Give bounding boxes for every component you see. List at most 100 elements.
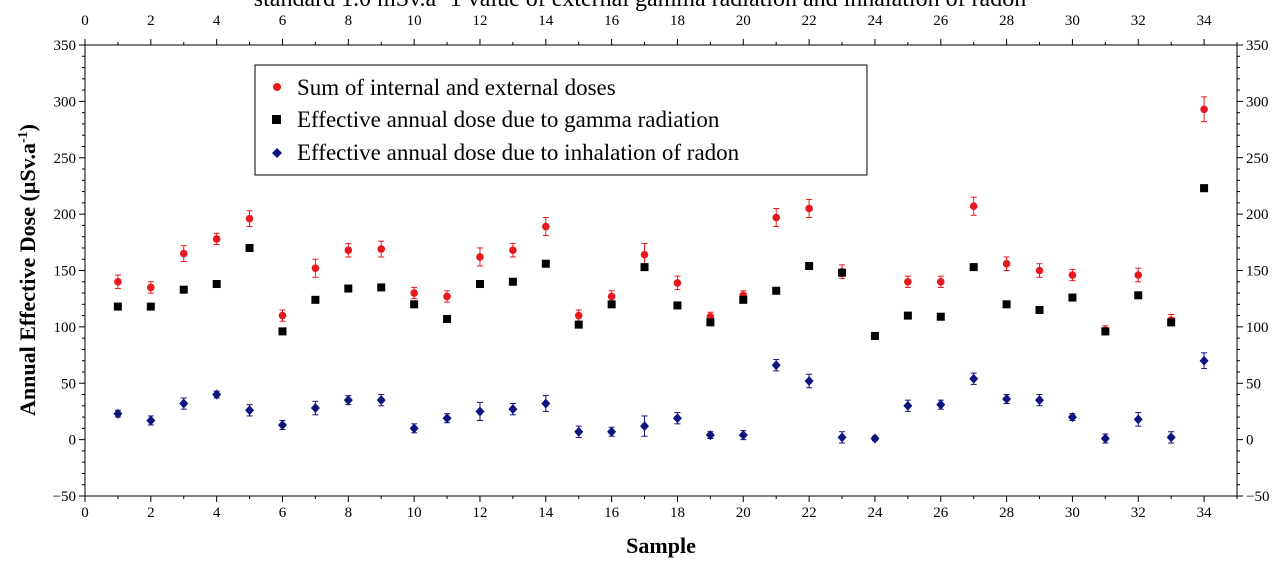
legend-box [254, 64, 868, 176]
data-point-sum [542, 222, 550, 231]
data-point-radon [113, 408, 123, 419]
data-point-gamma [805, 261, 814, 270]
data-point-radon [146, 415, 156, 426]
x-tick-label-bottom: 8 [345, 505, 353, 521]
x-tick-label-bottom: 10 [407, 505, 422, 521]
y-tick-label-left: 300 [54, 94, 77, 110]
data-point-sum [1134, 271, 1143, 279]
y-tick-label-left: 350 [54, 38, 77, 54]
y-tick-label-right: 300 [1246, 94, 1269, 110]
x-tick-label-top: 18 [670, 13, 685, 29]
data-point-gamma [508, 277, 517, 286]
x-tick-label-bottom: 6 [279, 505, 287, 521]
data-point-sum [1035, 266, 1044, 275]
data-point-radon [607, 426, 617, 437]
y-tick-label-left: 50 [61, 376, 76, 392]
data-point-sum [410, 289, 418, 297]
x-tick-label-top: 16 [604, 13, 620, 29]
data-point-gamma [607, 300, 616, 309]
data-point-sum [607, 292, 616, 301]
data-point-gamma [443, 314, 452, 323]
data-point-radon [640, 421, 650, 432]
x-tick-label-top: 32 [1131, 13, 1146, 29]
data-point-radon [1133, 414, 1143, 425]
data-point-gamma [377, 283, 386, 292]
data-point-gamma [936, 312, 945, 321]
data-point-sum [377, 245, 386, 253]
legend-marker-sum [273, 83, 281, 91]
data-point-radon [1002, 394, 1012, 405]
x-tick-label-bottom: 18 [670, 505, 685, 521]
data-point-gamma [311, 295, 320, 304]
x-tick-label-bottom: 32 [1131, 505, 1146, 521]
x-tick-label-top: 26 [933, 13, 949, 29]
x-tick-label-top: 2 [147, 13, 155, 29]
data-point-gamma [1134, 291, 1143, 300]
data-point-sum [936, 277, 945, 286]
data-point-gamma [179, 285, 188, 294]
y-axis-title-main: Annual Effective Dose (µSv.a [15, 143, 40, 416]
data-point-gamma [772, 286, 781, 295]
data-point-radon [903, 400, 913, 411]
x-tick-label-bottom: 34 [1197, 505, 1213, 521]
data-point-sum [969, 202, 978, 211]
y-tick-label-left: 250 [54, 151, 77, 167]
legend-label-gamma: Effective annual dose due to gamma radia… [297, 107, 720, 132]
x-tick-label-top: 0 [81, 13, 89, 29]
y-tick-label-right: 50 [1246, 376, 1261, 392]
x-tick-label-top: 28 [999, 13, 1014, 29]
data-point-radon [969, 373, 979, 384]
data-point-sum [1068, 271, 1077, 279]
data-point-sum [574, 311, 583, 320]
x-tick-label-top: 24 [867, 13, 883, 29]
data-point-radon [804, 375, 814, 386]
data-point-sum [509, 246, 517, 255]
x-tick-label-top: 22 [802, 13, 817, 29]
data-point-gamma [146, 302, 155, 311]
legend-marker-gamma [272, 115, 281, 124]
data-point-sum [640, 250, 649, 259]
data-point-radon [1166, 432, 1176, 443]
data-point-sum [476, 253, 484, 261]
data-point-gamma [870, 331, 879, 340]
x-tick-label-bottom: 26 [933, 505, 949, 521]
data-point-gamma [739, 295, 748, 304]
x-tick-label-top: 14 [538, 13, 554, 29]
axis-tick-labels: 0022446688101012121414161618182020222224… [53, 13, 1270, 521]
data-point-radon [1035, 395, 1045, 406]
y-tick-label-right: 100 [1246, 320, 1269, 336]
data-point-sum [311, 264, 320, 273]
data-point-radon [245, 405, 255, 416]
legend-marker-radon [272, 148, 282, 158]
data-point-radon [343, 395, 353, 406]
x-tick-label-top: 10 [407, 13, 422, 29]
y-tick-label-left: 150 [54, 264, 77, 280]
data-point-radon [1100, 433, 1110, 444]
data-point-gamma [1200, 184, 1209, 193]
data-point-gamma [475, 280, 484, 289]
x-tick-label-bottom: 28 [999, 505, 1014, 521]
data-point-radon [277, 419, 287, 430]
data-point-sum [212, 235, 221, 243]
data-point-radon [376, 395, 386, 406]
x-tick-label-bottom: 12 [472, 505, 487, 521]
data-point-gamma [410, 300, 419, 309]
data-point-sum [1200, 105, 1208, 114]
data-point-radon [837, 432, 847, 443]
data-point-radon [574, 426, 584, 437]
legend-label-sum: Sum of internal and external doses [297, 75, 616, 100]
x-tick-label-top: 8 [345, 13, 353, 29]
data-point-sum [772, 213, 780, 222]
x-tick-label-top: 4 [213, 13, 221, 29]
y-tick-label-left: 100 [54, 320, 77, 336]
y-tick-label-left: 0 [69, 433, 77, 449]
data-point-sum [114, 277, 122, 286]
data-point-radon [1199, 355, 1209, 366]
data-point-radon [936, 399, 946, 410]
data-point-radon [541, 398, 551, 409]
data-point-radon [1067, 412, 1077, 423]
x-tick-label-bottom: 24 [867, 505, 883, 521]
y-tick-label-right: 0 [1246, 433, 1254, 449]
data-point-gamma [344, 284, 353, 293]
x-tick-label-top: 6 [279, 13, 287, 29]
